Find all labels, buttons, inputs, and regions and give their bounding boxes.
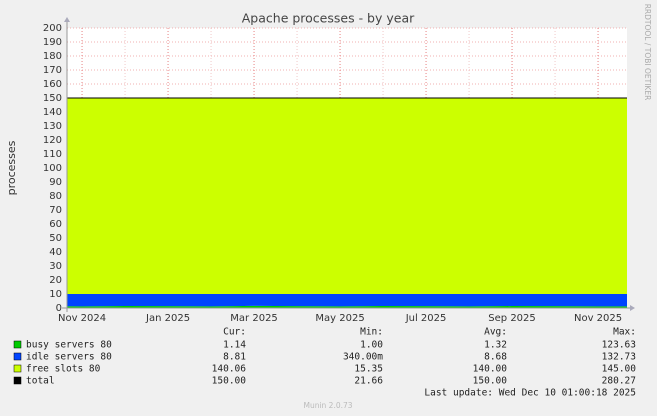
y-tick-label: 30 bbox=[49, 261, 62, 272]
y-tick-label: 180 bbox=[43, 51, 62, 62]
x-tick-label: May 2025 bbox=[315, 313, 364, 324]
last-update: Last update: Wed Dec 10 01:00:18 2025 bbox=[424, 388, 636, 399]
legend-header: Max: bbox=[613, 327, 636, 338]
y-axis-label: processes bbox=[5, 140, 18, 195]
x-tick-label: Nov 2024 bbox=[58, 313, 106, 324]
y-tick-label: 190 bbox=[43, 37, 62, 48]
legend-label: total bbox=[26, 376, 55, 387]
legend-stat: 340.00m bbox=[343, 352, 383, 363]
axes: 0 10 20 30 40 50 60 70 80 90 100 110 120 130 140 150 160… bbox=[13, 17, 637, 387]
legend-stat: 145.00 bbox=[602, 364, 637, 375]
legend-stat: 21.66 bbox=[354, 376, 383, 387]
areas bbox=[67, 97, 627, 308]
legend-stat: 8.68 bbox=[484, 352, 507, 363]
y-tick-label: 70 bbox=[49, 205, 62, 216]
legend-label: idle servers 80 bbox=[26, 352, 112, 363]
legend-stat: 280.27 bbox=[602, 376, 636, 387]
y-tick-label: 100 bbox=[43, 163, 62, 174]
legend-stat: 15.35 bbox=[354, 364, 383, 375]
y-tick-label: 40 bbox=[49, 247, 62, 258]
y-tick-label: 170 bbox=[43, 65, 62, 76]
chart-title: Apache processes - by year bbox=[242, 11, 415, 26]
y-tick-label: 110 bbox=[43, 149, 62, 160]
legend-stat: 140.00 bbox=[473, 364, 508, 375]
y-tick-label: 50 bbox=[49, 233, 62, 244]
y-tick-label: 0 bbox=[56, 303, 62, 314]
x-tick-label: Nov 2025 bbox=[574, 313, 622, 324]
x-tick-label: Mar 2025 bbox=[230, 313, 278, 324]
legend-stat: 1.14 bbox=[223, 340, 246, 351]
legend-label: free slots 80 bbox=[26, 364, 101, 375]
legend-stat: 123.63 bbox=[602, 340, 636, 351]
legend-swatch bbox=[13, 376, 22, 385]
y-tick-label: 90 bbox=[49, 177, 62, 188]
y-tick-label: 200 bbox=[43, 23, 62, 34]
y-tick-label: 150 bbox=[43, 93, 62, 104]
x-axis-arrow bbox=[630, 305, 635, 311]
stacked-area bbox=[67, 305, 627, 308]
legend-header: Avg: bbox=[484, 327, 507, 338]
legend-stat: 1.32 bbox=[484, 340, 507, 351]
stacked-area bbox=[67, 294, 627, 307]
legend-stat: 140.06 bbox=[212, 364, 247, 375]
x-tick-label: Sep 2025 bbox=[488, 313, 535, 324]
y-tick-label: 140 bbox=[43, 107, 62, 118]
y-tick-label: 10 bbox=[49, 289, 62, 300]
y-tick-label: 20 bbox=[49, 275, 62, 286]
legend-header: Min: bbox=[360, 327, 383, 338]
side-note: RRDTOOL / TOBI OETIKER bbox=[643, 4, 652, 101]
y-tick-label: 120 bbox=[43, 135, 62, 146]
legend-swatch bbox=[13, 364, 22, 373]
legend-stat: 150.00 bbox=[212, 376, 247, 387]
legend-label: busy servers 80 bbox=[26, 340, 112, 351]
legend-swatch bbox=[13, 340, 22, 349]
y-tick-label: 60 bbox=[49, 219, 62, 230]
y-tick-label: 160 bbox=[43, 79, 62, 90]
y-tick-label: 130 bbox=[43, 121, 62, 132]
y-tick-label: 80 bbox=[49, 191, 62, 202]
legend-stat: 1.00 bbox=[360, 340, 383, 351]
stacked-area bbox=[67, 98, 627, 295]
y-axis-arrow bbox=[64, 17, 70, 22]
x-tick-label: Jul 2025 bbox=[405, 313, 447, 324]
footer: Munin 2.0.73 bbox=[303, 401, 352, 410]
x-tick-label: Jan 2025 bbox=[145, 313, 190, 324]
legend-header: Cur: bbox=[223, 327, 246, 338]
legend-swatch bbox=[13, 352, 22, 361]
legend-stat: 132.73 bbox=[602, 352, 636, 363]
legend-stat: 150.00 bbox=[473, 376, 508, 387]
legend-stat: 8.81 bbox=[223, 352, 246, 363]
